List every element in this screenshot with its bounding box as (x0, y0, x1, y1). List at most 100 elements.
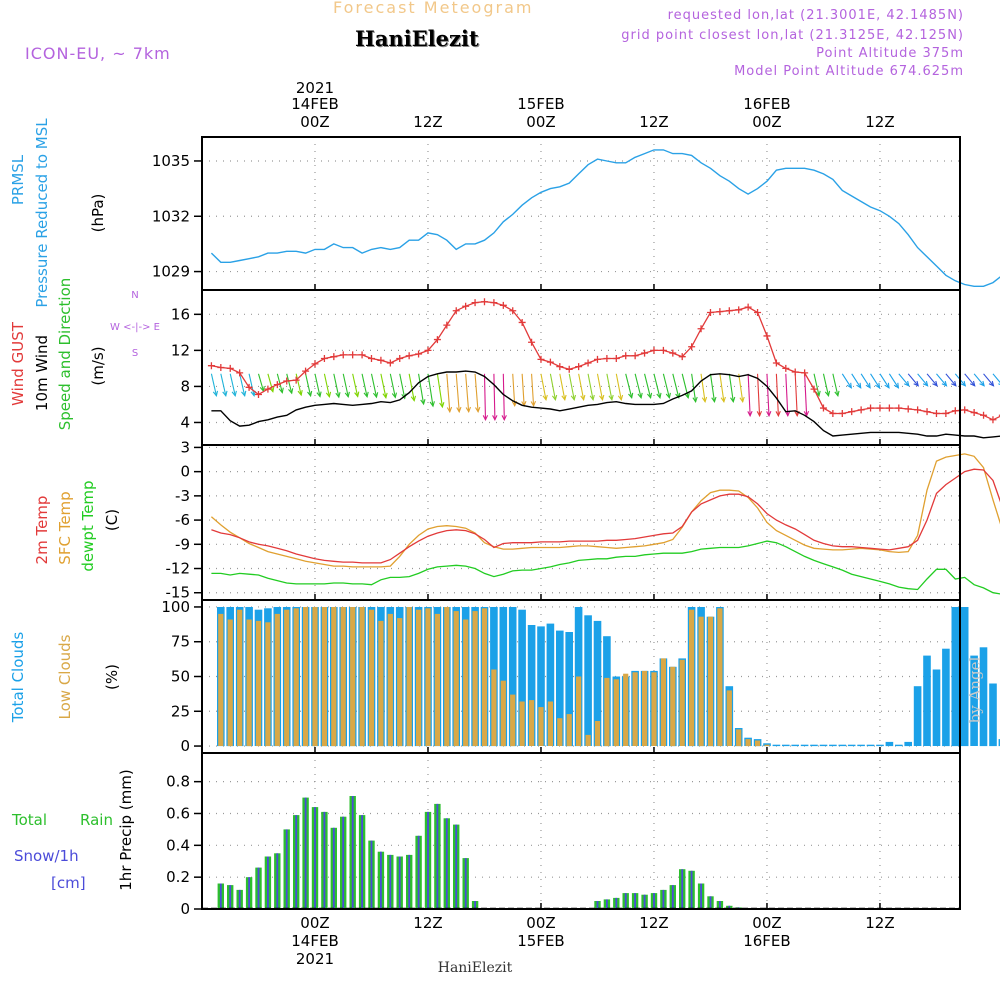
total-clouds-bar (913, 686, 922, 746)
low-clouds-bar (416, 609, 422, 746)
wind-direction-arrowhead (382, 392, 388, 399)
wind-direction-arrowhead (561, 394, 567, 402)
wind-direction-arrow (709, 373, 716, 402)
gust-marker (857, 406, 865, 414)
gust-marker (838, 409, 846, 417)
rain-bar-center (719, 901, 721, 909)
total-clouds-bar (508, 607, 517, 747)
pressure-unit-label: (hPa) (89, 194, 107, 233)
rain-bar-center (238, 889, 241, 909)
rain-bar-center (219, 883, 222, 909)
total-clouds-bar (584, 615, 592, 746)
wind-direction-arrowhead (599, 394, 605, 402)
compass-west-east: W <-|-> E (110, 322, 160, 333)
wind-direction-arrow (210, 373, 217, 396)
wind-direction-arrowhead (941, 380, 948, 387)
gust-marker (433, 336, 441, 344)
wind-direction-arrow (888, 373, 899, 389)
gust-marker (311, 360, 319, 368)
total-clouds-bar (763, 743, 771, 747)
wind-direction-arrow (672, 373, 680, 398)
low-clouds-bar (642, 670, 648, 746)
rain-bar-center (700, 883, 702, 909)
total-clouds-bar (537, 626, 545, 746)
wind-direction-arrowhead (316, 391, 322, 398)
low-clouds-bar (340, 607, 346, 747)
rain-bar-center (257, 867, 260, 909)
wind-direction-arrow (333, 373, 340, 398)
rain-bar-center (615, 897, 618, 909)
gust-marker (641, 349, 649, 357)
gust-marker (725, 307, 733, 315)
model-label: ICON-EU, ~ 7km (25, 44, 171, 63)
snow-label: Snow/1h (14, 847, 79, 865)
wind-direction-arrow (559, 373, 566, 400)
gust-marker (349, 351, 357, 359)
low-clouds-bar (726, 690, 732, 746)
panel-frame (201, 752, 961, 910)
gust-marker (509, 307, 517, 315)
gust-marker (697, 325, 705, 333)
wind-direction-arrowhead (865, 382, 871, 389)
gust-marker (471, 299, 479, 307)
low-clouds-bar (321, 607, 327, 747)
total-clouds-bar (546, 623, 555, 746)
wind-direction-arrowhead (617, 394, 624, 402)
wind-direction-label: Speed and Direction (56, 278, 74, 431)
low-clouds-bar (689, 609, 695, 746)
rain-bar-center (681, 869, 684, 909)
low-clouds-bar (293, 608, 299, 746)
wind-direction-arrowhead (684, 392, 690, 400)
low-clouds-bar (623, 673, 629, 746)
gust-marker (650, 346, 658, 354)
rain-bar-center (361, 815, 363, 909)
bottom-time-label: 00Z (526, 914, 555, 932)
gust-marker (772, 359, 780, 367)
low-clouds-bar (303, 607, 309, 747)
total-clouds-bar (857, 744, 865, 747)
wind-direction-arrow (936, 373, 947, 387)
low-clouds-bar (350, 607, 356, 747)
low-clouds-bar (547, 701, 553, 746)
low-clouds-bar (594, 721, 601, 746)
y-tick-label: 100 (161, 598, 190, 616)
gust-marker (754, 309, 762, 317)
low-clouds-bar (406, 607, 412, 747)
wind-direction-arrowhead (391, 392, 398, 399)
low-clouds-bar (529, 700, 535, 746)
wind-direction-arrow (286, 373, 293, 394)
gust-marker (829, 409, 837, 417)
wind-direction-arrowhead (250, 390, 256, 398)
y-tick-label: -9 (175, 535, 190, 553)
wind-direction-arrowhead (665, 392, 671, 400)
gust-marker (631, 352, 639, 360)
gust-marker (546, 358, 554, 366)
rain-bar-center (634, 893, 636, 909)
wind-direction-arrowhead (231, 390, 237, 398)
wind-direction-arrowhead (335, 392, 341, 399)
wind-direction-arrow (587, 373, 594, 400)
wind-direction-arrowhead (979, 380, 985, 387)
wind-direction-arrowhead (730, 396, 736, 404)
gust-marker (904, 405, 912, 413)
wind-direction-arrow (370, 373, 378, 398)
wind-direction-arrow (644, 373, 652, 398)
total-clouds-bar (885, 741, 894, 747)
wind-direction-arrow (822, 373, 830, 396)
watermark-label: by Angel (966, 656, 984, 723)
low-clouds-bar (444, 607, 450, 747)
low-clouds-bar (359, 607, 365, 747)
wind-direction-arrowhead (884, 382, 890, 389)
gust-marker (443, 321, 451, 329)
gust-marker (396, 354, 404, 362)
top-time-label: 00Z (752, 113, 781, 131)
low-clouds-bar (698, 616, 704, 747)
rain-bar-center (671, 885, 674, 909)
wind-direction-arrow (314, 373, 321, 397)
wind-direction-arrow (531, 373, 535, 406)
series-line-wind-gust (211, 301, 1000, 421)
low-clouds-bar (736, 729, 742, 747)
gust-marker (575, 363, 583, 371)
low-clouds-bar (717, 608, 723, 746)
total-clouds-bar (593, 620, 602, 747)
